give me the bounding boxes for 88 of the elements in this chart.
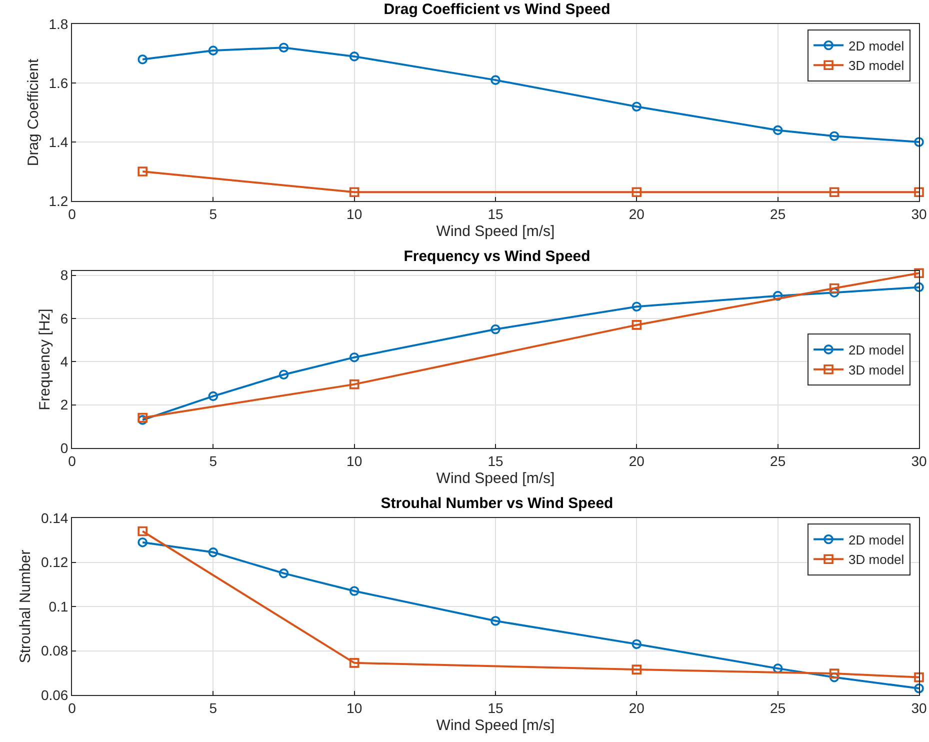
- x-tick-label: 30: [911, 206, 927, 222]
- y-axis-title: Strouhal Number: [17, 550, 34, 664]
- point: [632, 320, 642, 330]
- x-tick-label: 20: [628, 452, 645, 469]
- point: [829, 283, 840, 294]
- point: [914, 268, 924, 278]
- point: [914, 137, 924, 147]
- y-tick-label: 2: [60, 396, 68, 413]
- x-tick-label: 20: [628, 206, 645, 222]
- point: [772, 125, 783, 136]
- point: [914, 282, 924, 292]
- y-axis-title: Drag Coefficient: [24, 58, 42, 166]
- chart-title: Drag Coefficient vs Wind Speed: [384, 1, 610, 18]
- legend-label: 3D model: [848, 58, 904, 74]
- point: [632, 102, 642, 112]
- point: [349, 658, 360, 668]
- y-tick-label: 1.8: [48, 16, 68, 32]
- point: [278, 568, 289, 578]
- x-tick-label: 25: [770, 452, 786, 469]
- y-tick-label: 4: [60, 354, 68, 370]
- y-tick-label: 1.6: [48, 74, 68, 91]
- x-tick-label: 5: [209, 206, 218, 222]
- point: [829, 672, 840, 682]
- point: [632, 639, 642, 650]
- x-tick-label: 10: [346, 452, 362, 469]
- point: [278, 370, 289, 380]
- point: [914, 187, 924, 198]
- y-tick-label: 1.2: [48, 192, 68, 209]
- y-tick-label: 0.12: [40, 554, 68, 570]
- point: [349, 379, 360, 390]
- y-tick-label: 6: [60, 310, 68, 326]
- point: [772, 664, 783, 674]
- point: [829, 668, 840, 678]
- x-tick-label: 5: [209, 700, 218, 716]
- legend-label: 2D model: [848, 532, 904, 548]
- x-tick-label: 30: [911, 452, 927, 469]
- point: [914, 683, 924, 694]
- x-tick-label: 5: [209, 452, 218, 469]
- y-tick-label: 1.4: [48, 134, 68, 150]
- y-tick-label: 0: [60, 440, 68, 456]
- point: [829, 131, 840, 141]
- x-axis-title: Wind Speed [m/s]: [436, 470, 555, 487]
- x-tick-label: 25: [770, 700, 786, 716]
- legend-label: 3D model: [848, 552, 904, 568]
- point: [138, 412, 148, 423]
- y-tick-label: 0.06: [40, 686, 68, 703]
- x-tick-label: 30: [911, 700, 927, 716]
- x-axis-title: Wind Speed [m/s]: [436, 716, 555, 734]
- point: [349, 586, 360, 596]
- point: [349, 352, 360, 362]
- x-tick-label: 15: [488, 206, 504, 222]
- point: [772, 290, 783, 301]
- x-tick-label: 10: [346, 700, 362, 716]
- point: [632, 664, 642, 674]
- legend-label: 3D model: [848, 362, 904, 378]
- point: [490, 616, 500, 626]
- point: [632, 187, 642, 198]
- legend-label: 2D model: [848, 342, 904, 358]
- point: [349, 187, 360, 198]
- point: [490, 75, 500, 85]
- point: [829, 288, 840, 298]
- legend-label: 2D model: [848, 38, 904, 54]
- x-tick-label: 10: [346, 206, 362, 222]
- point: [138, 526, 148, 536]
- point: [349, 52, 360, 62]
- point: [490, 324, 500, 334]
- point: [138, 166, 148, 176]
- point: [208, 547, 218, 558]
- chart-title: Frequency vs Wind Speed: [404, 248, 590, 266]
- x-axis-title: Wind Speed [m/s]: [436, 222, 555, 240]
- chart-title: Strouhal Number vs Wind Speed: [380, 495, 614, 512]
- point: [208, 391, 218, 402]
- x-tick-label: 20: [628, 700, 645, 716]
- point: [138, 54, 148, 64]
- y-tick-label: 0.14: [40, 510, 68, 526]
- y-tick-label: 0.08: [40, 642, 68, 659]
- point: [138, 537, 148, 548]
- y-tick-label: 0.1: [48, 598, 68, 614]
- point: [914, 672, 924, 682]
- point: [829, 187, 840, 198]
- x-tick-label: 15: [488, 452, 504, 469]
- y-axis-title: Frequency [Hz]: [36, 308, 54, 410]
- x-tick-label: 15: [488, 700, 504, 716]
- point: [632, 302, 642, 312]
- x-tick-label: 25: [770, 206, 786, 222]
- point: [278, 42, 289, 52]
- point: [208, 46, 218, 56]
- y-tick-label: 8: [60, 267, 68, 284]
